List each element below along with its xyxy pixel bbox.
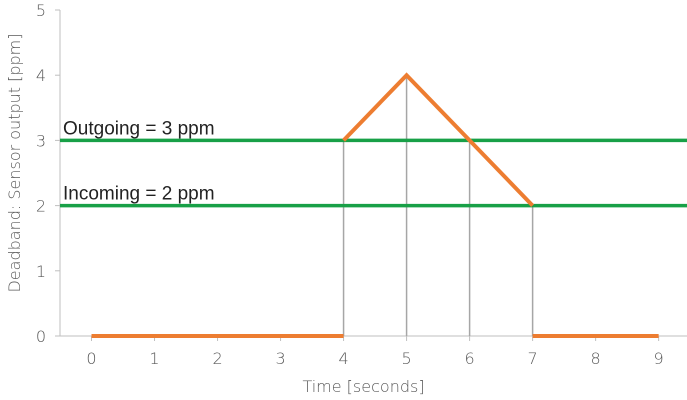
threshold-label: Incoming = 2 ppm [63, 184, 215, 205]
y-tick-label: 4 [36, 66, 46, 85]
x-tick-label: 4 [338, 349, 348, 368]
x-axis-title: Time [seconds] [302, 377, 424, 396]
x-tick-label: 7 [528, 349, 538, 368]
y-tick-label: 0 [36, 327, 46, 346]
threshold-lines-layer [60, 138, 687, 208]
x-tick-label: 2 [212, 349, 222, 368]
x-tick-label: 0 [86, 349, 96, 368]
labels-layer: Outgoing = 3 ppm Incoming = 2 ppm [63, 118, 215, 204]
axes-layer: 0 1 2 3 4 5 0 1 2 3 4 5 6 7 8 9 Time [seconds] Deadband: … [5, 1, 687, 396]
y-axis-title: Deadband: Sensor output [ppm] [5, 33, 24, 292]
x-tick-label: 8 [591, 349, 601, 368]
x-tick-label: 5 [401, 349, 411, 368]
threshold-label: Outgoing = 3 ppm [63, 118, 215, 139]
x-tick-label: 9 [654, 349, 664, 368]
x-tick-label: 3 [275, 349, 285, 368]
x-tick-label: 1 [149, 349, 159, 368]
series-layer [91, 72, 659, 338]
x-tick-label: 6 [465, 349, 475, 368]
y-tick-label: 2 [36, 197, 46, 216]
y-tick-label: 1 [36, 262, 46, 281]
series-line-segment [342, 72, 535, 207]
y-tick-label: 3 [36, 131, 46, 150]
y-tick-label: 5 [36, 1, 46, 20]
